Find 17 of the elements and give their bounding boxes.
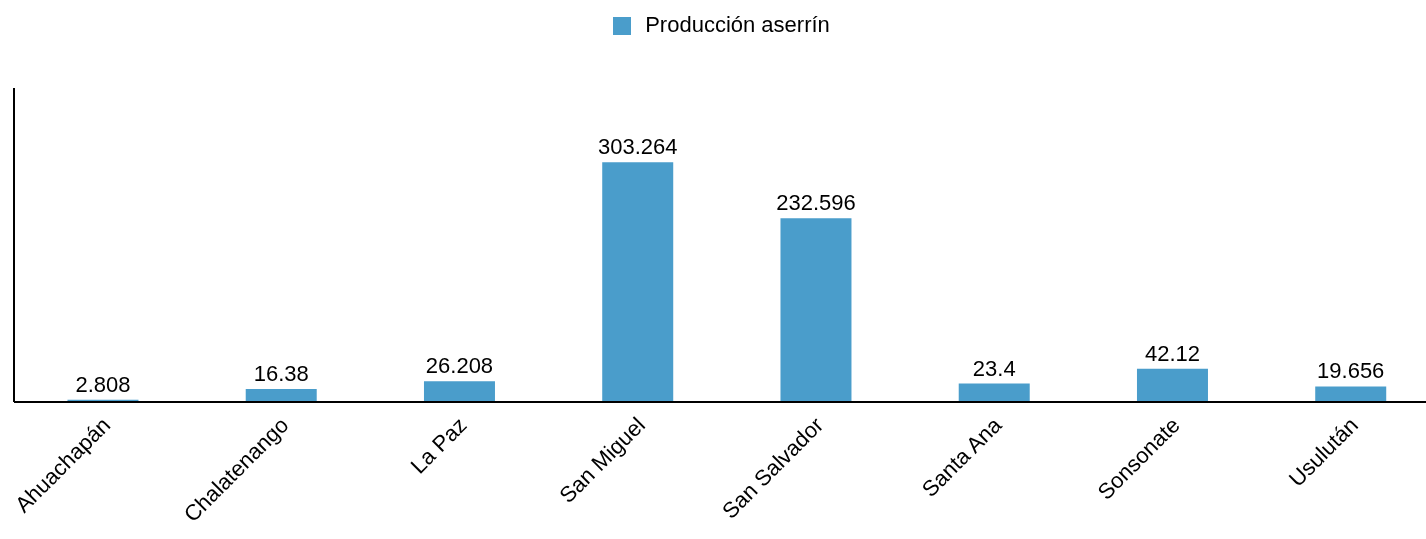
data-label: 42.12 bbox=[1144, 340, 1201, 366]
data-label: 23.4 bbox=[972, 355, 1016, 381]
bar bbox=[958, 383, 1030, 402]
x-tick-label: La Paz bbox=[405, 412, 472, 479]
bar bbox=[1315, 386, 1387, 402]
bar bbox=[602, 162, 674, 402]
data-label: 303.264 bbox=[597, 134, 678, 160]
data-label: 26.208 bbox=[425, 353, 494, 379]
bar bbox=[423, 381, 495, 402]
bar bbox=[780, 218, 852, 402]
data-label: 2.808 bbox=[75, 371, 131, 397]
bar bbox=[245, 389, 317, 402]
bar bbox=[1136, 368, 1208, 402]
data-label: 19.656 bbox=[1317, 358, 1385, 384]
data-label: 232.596 bbox=[776, 190, 856, 216]
legend-label: Producción aserrín bbox=[645, 12, 830, 37]
data-label: 16.38 bbox=[253, 361, 309, 387]
